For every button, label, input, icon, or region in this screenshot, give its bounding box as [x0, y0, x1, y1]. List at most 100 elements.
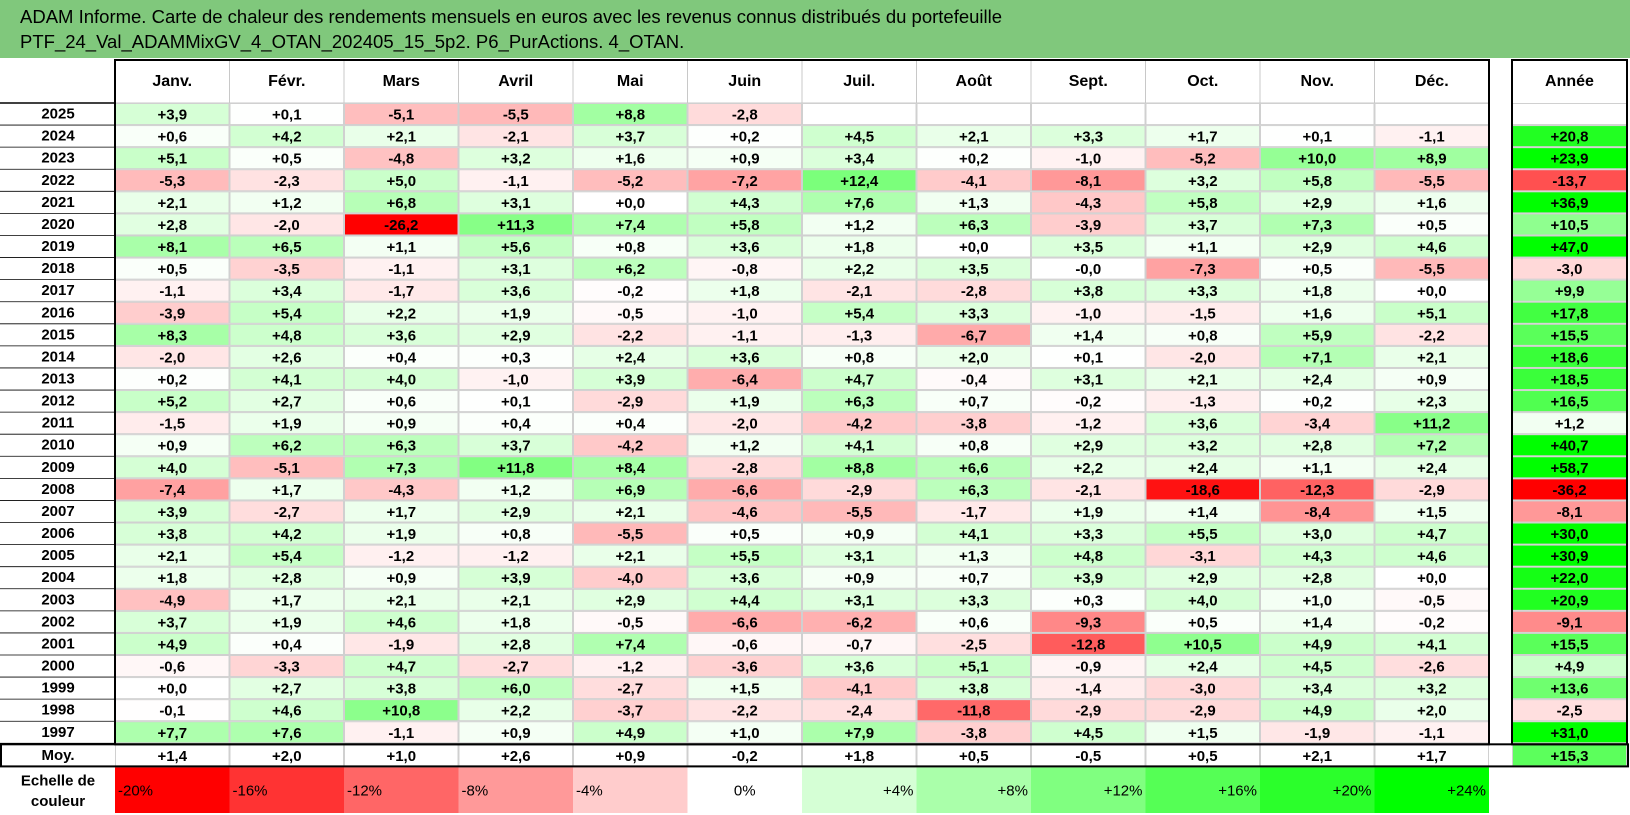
cell-value: -2,7: [274, 504, 300, 521]
heatmap-cell: [573, 412, 688, 435]
year-label: 2002: [41, 613, 74, 630]
heatmap-cell: [687, 235, 802, 258]
heatmap-cell: [458, 390, 573, 413]
cell-value: +4,9: [615, 725, 645, 742]
cell-value: +6,3: [844, 394, 874, 411]
month-header: Juin: [728, 73, 761, 90]
annual-value: +17,8: [1551, 305, 1589, 322]
cell-value: +8,8: [615, 107, 645, 124]
cell-value: -6,6: [732, 482, 758, 499]
heatmap-cell: [1031, 632, 1146, 655]
year-label: 1998: [41, 702, 74, 719]
heatmap-cell: [1260, 456, 1375, 479]
heatmap-cell: [1260, 478, 1375, 501]
heatmap-cell: [1145, 125, 1260, 148]
cell-value: -11,8: [957, 703, 990, 720]
cell-value: +5,2: [157, 394, 187, 411]
cell-value: +2,1: [1417, 349, 1447, 366]
heatmap-cell: [573, 632, 688, 655]
cell-value: +0,9: [844, 526, 874, 543]
heatmap-cell: [344, 522, 459, 545]
heatmap-cell: [1260, 103, 1375, 126]
average-value: +1,7: [1417, 748, 1447, 765]
cell-value: +4,0: [1188, 592, 1218, 609]
heatmap-cell: [687, 169, 802, 192]
report-title-line-2: PTF_24_Val_ADAMMixGV_4_OTAN_202405_15_5p…: [20, 31, 685, 52]
cell-value: +2,1: [615, 504, 645, 521]
cell-value: +2,9: [501, 504, 531, 521]
heatmap-cell: [802, 566, 917, 589]
cell-value: +0,0: [959, 239, 989, 256]
heatmap-cell: [1145, 456, 1260, 479]
cell-value: +0,9: [157, 438, 187, 455]
heatmap-cell: [229, 103, 344, 126]
cell-value: -1,0: [732, 305, 758, 322]
cell-value: +0,1: [272, 107, 302, 124]
cell-value: -3,1: [1190, 548, 1216, 565]
heatmap-cell: [916, 566, 1031, 589]
heatmap-cell: [1260, 677, 1375, 700]
cell-value: +3,8: [386, 681, 416, 698]
month-header: Juil.: [843, 73, 875, 90]
cell-value: +3,5: [959, 261, 989, 278]
heatmap-cell: [573, 257, 688, 280]
cell-value: -0,6: [732, 636, 758, 653]
heatmap-cell: [1145, 257, 1260, 280]
heatmap-cell: [1260, 345, 1375, 368]
cell-value: +3,1: [501, 195, 531, 212]
cell-value: +2,9: [615, 592, 645, 609]
heatmap-cell: [344, 367, 459, 391]
heatmap-cell: [687, 390, 802, 413]
cell-value: -26,2: [384, 217, 418, 234]
heatmap-cell: [458, 345, 573, 368]
cell-value: +2,1: [959, 129, 989, 146]
heatmap-cell: [1260, 213, 1375, 236]
cell-value: -6,7: [961, 327, 987, 344]
heatmap-cell: [1145, 699, 1260, 722]
heatmap-cell: [1145, 213, 1260, 236]
cell-value: +2,8: [1302, 570, 1332, 587]
cell-value: -4,2: [617, 438, 643, 455]
cell-value: +4,7: [386, 659, 416, 676]
cell-value: -7,2: [732, 173, 758, 190]
cell-value: +6,3: [959, 482, 989, 499]
cell-value: +1,7: [1188, 129, 1218, 146]
cell-value: -3,9: [159, 305, 185, 322]
cell-value: -6,4: [732, 372, 759, 389]
cell-value: +1,2: [272, 195, 302, 212]
heatmap-cell: [458, 412, 573, 435]
heatmap-cell: [1031, 434, 1146, 457]
average-value: +1,0: [386, 748, 416, 765]
cell-value: -2,7: [503, 659, 529, 676]
heatmap-cell: [802, 544, 917, 567]
year-label: 1999: [41, 680, 74, 697]
cell-value: +1,9: [501, 305, 531, 322]
cell-value: +3,7: [501, 438, 531, 455]
cell-value: +7,1: [1302, 349, 1332, 366]
heatmap-cell: [1145, 632, 1260, 655]
cell-value: +3,9: [615, 372, 645, 389]
cell-value: -3,8: [961, 416, 987, 433]
cell-value: -1,1: [388, 725, 414, 742]
heatmap-cell: [344, 301, 459, 324]
heatmap-cell: [802, 191, 917, 214]
cell-value: -5,3: [159, 173, 185, 190]
cell-value: -2,0: [732, 416, 758, 433]
heatmap-cell: [573, 434, 688, 457]
heatmap-cell: [573, 301, 688, 324]
month-header: Mai: [617, 73, 644, 90]
heatmap-cell: [802, 103, 917, 126]
cell-value: +3,8: [157, 526, 187, 543]
cell-value: +7,3: [386, 460, 416, 477]
cell-value: -3,6: [732, 659, 758, 676]
year-label: 2001: [41, 635, 74, 652]
heatmap-cell: [1260, 522, 1375, 545]
heatmap-cell: [458, 323, 573, 346]
cell-value: +0,8: [844, 349, 874, 366]
cell-value: +0,9: [730, 151, 760, 168]
heatmap-cell: [458, 301, 573, 324]
cell-value: +2,2: [501, 703, 531, 720]
heatmap-cell: [1031, 169, 1146, 192]
cell-value: +0,2: [730, 129, 760, 146]
heatmap-cell: [573, 655, 688, 678]
